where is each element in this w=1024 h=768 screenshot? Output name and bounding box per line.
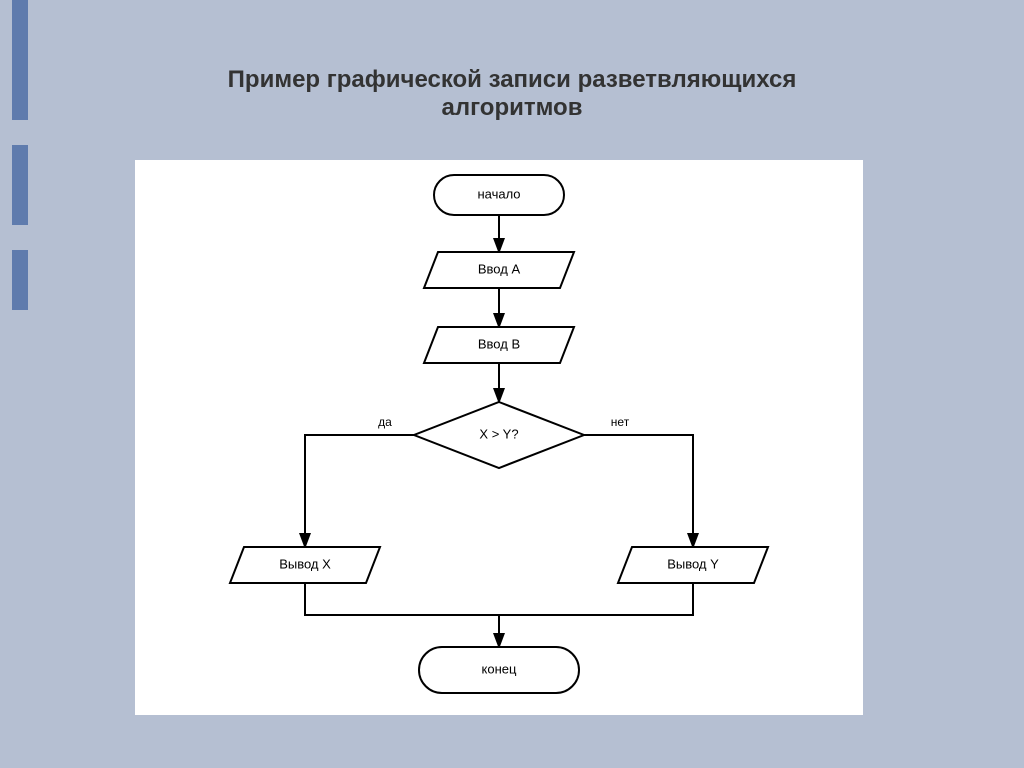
accent-bar bbox=[12, 0, 28, 120]
flowchart-svg: да нет начало Ввод А Ввод В X > Y? Вывод X Выво… bbox=[135, 160, 863, 715]
flow-edge bbox=[305, 435, 414, 547]
flow-node-label-outY: Вывод Y bbox=[667, 556, 719, 571]
branch-label: да bbox=[378, 415, 392, 429]
branch-label: нет bbox=[611, 415, 630, 429]
title-line-2: алгоритмов bbox=[0, 94, 1024, 122]
flow-edge bbox=[499, 583, 693, 615]
flowchart-container: да нет начало Ввод А Ввод В X > Y? Вывод X Выво… bbox=[135, 160, 863, 715]
flow-node-label-decision: X > Y? bbox=[479, 426, 518, 441]
accent-bar bbox=[12, 145, 28, 225]
flow-edge bbox=[305, 583, 499, 615]
flow-node-label-outX: Вывод X bbox=[279, 556, 331, 571]
slide-background: Пример графической записи разветвляющихс… bbox=[0, 0, 1024, 768]
accent-bar bbox=[12, 250, 28, 310]
slide-title: Пример графической записи разветвляющихс… bbox=[0, 66, 1024, 122]
flow-edge bbox=[584, 435, 693, 547]
title-line-1: Пример графической записи разветвляющихс… bbox=[0, 66, 1024, 94]
flow-node-label-inputA: Ввод А bbox=[478, 261, 521, 276]
flow-node-label-start: начало bbox=[477, 186, 520, 201]
flow-node-label-end: конец bbox=[482, 661, 517, 676]
flow-node-label-inputB: Ввод В bbox=[478, 336, 520, 351]
